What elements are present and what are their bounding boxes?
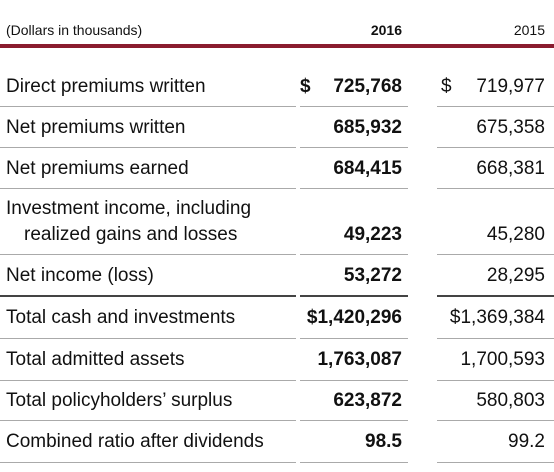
row-label: realized gains and losses [24,224,238,245]
row-rule [0,462,296,463]
row-rule [300,338,408,339]
value-2015: $1,369,384 [449,306,545,328]
header-year: 2016 [370,22,402,38]
value-2016: 725,768 [333,76,402,97]
row-rule [0,380,296,381]
value-2016: 1,763,087 [317,349,402,370]
row-rule [0,254,296,255]
row-rule [300,420,408,421]
row-rule [437,338,554,339]
value-2016: 684,415 [333,157,402,179]
row-rule [300,462,408,463]
header-year: 2015 [513,22,545,38]
row-rule [300,188,408,189]
value-2015: 1,700,593 [460,349,545,370]
row-rule [300,147,408,148]
value-2016: 49,223 [343,224,402,245]
value-2015: 580,803 [476,390,545,411]
value-2015: 668,381 [476,157,545,179]
row-rule [437,380,554,381]
value-2015: 675,358 [476,116,545,138]
value-2015: 28,295 [486,264,545,286]
section-rule [437,295,554,297]
row-rule [437,188,554,189]
row-rule [300,106,408,107]
row-rule [0,338,296,339]
row-label: Total policyholders’ surplus [6,390,233,411]
row-rule [437,147,554,148]
row-rule [437,462,554,463]
section-rule [0,295,296,297]
row-rule [0,420,296,421]
row-rule [300,254,408,255]
currency: $ [300,76,311,97]
section-rule [300,295,408,297]
value-2016: 98.5 [365,431,402,452]
row-rule [0,106,296,107]
value-2016: 53,272 [343,264,402,286]
value-2015: 45,280 [486,224,545,245]
row-label: Investment income, including [6,198,252,219]
row-label: Total cash and investments [6,306,236,328]
currency: $ [441,76,452,97]
row-rule [437,254,554,255]
row-label: Net premiums written [6,116,186,138]
row-rule [437,420,554,421]
row-label: Combined ratio after dividends [6,431,264,452]
row-label: Net income (loss) [6,264,154,286]
header-label: (Dollars in thousands) [6,22,143,38]
row-label: Direct premiums written [6,76,206,97]
value-2015: 719,977 [476,76,545,97]
header-rule [0,44,554,48]
value-2016: 685,932 [333,116,402,138]
row-rule [300,380,408,381]
row-rule [0,147,296,148]
value-2015: 99.2 [508,431,545,452]
row-rule [437,106,554,107]
row-rule [0,188,296,189]
value-2016: $1,420,296 [306,306,402,328]
value-2016: 623,872 [333,390,402,411]
row-label: Total admitted assets [6,349,185,370]
row-label: Net premiums earned [6,157,189,179]
